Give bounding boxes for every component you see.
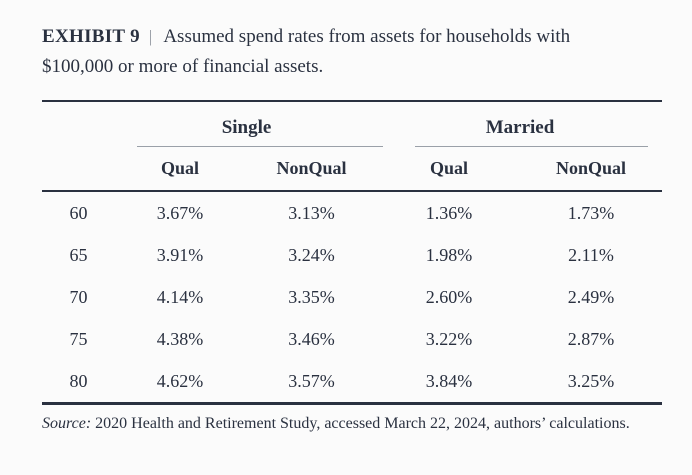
table-row-age-60: 60 3.67% 3.13% 1.36% 1.73% [42, 191, 662, 234]
value-cell: 3.13% [288, 202, 335, 223]
col-header-married-nonqual: NonQual [520, 147, 663, 192]
value-cell: 3.35% [288, 286, 335, 307]
value-cell: 2.49% [567, 286, 615, 307]
group-header-row: Single Married [42, 101, 662, 147]
value-cell: 4.62% [156, 370, 204, 391]
value-cell: 3.22% [425, 328, 473, 349]
single-spanner-rule [137, 145, 383, 147]
value-cell: 3.24% [288, 244, 335, 265]
value-cell: 3.25% [567, 370, 615, 391]
exhibit-description: Assumed spend rates from assets for hous… [42, 26, 571, 77]
table-row-age-80: 80 4.62% 3.57% 3.84% 3.25% [42, 360, 662, 404]
value-cell: 3.46% [288, 328, 335, 349]
source-note: Source: 2020 Health and Retirement Study… [42, 412, 667, 435]
value-cell: 2.11% [568, 244, 614, 265]
sub-header-row: Qual NonQual Qual NonQual [42, 147, 663, 192]
value-cell: 2.60% [425, 286, 473, 307]
age-cell: 65 [69, 244, 88, 265]
value-cell: 4.14% [156, 286, 204, 307]
age-cell: 70 [69, 286, 88, 307]
group-label-single: Single [221, 116, 272, 138]
age-cell: 75 [69, 328, 88, 349]
married-spanner-rule [415, 145, 649, 147]
value-cell: 3.67% [156, 202, 204, 223]
spend-rates-table: Single Married Qual NonQual Qual NonQual… [42, 100, 663, 405]
source-label: Source: [42, 415, 92, 432]
source-text: 2020 Health and Retirement Study, access… [95, 415, 630, 432]
title-pipe-separator: | [148, 27, 153, 46]
col-header-married-qual: Qual [378, 147, 520, 192]
value-cell: 1.98% [425, 244, 473, 265]
exhibit-title: EXHIBIT 9 | Assumed spend rates from asset… [42, 22, 642, 82]
value-cell: 2.87% [567, 328, 615, 349]
value-cell: 3.91% [156, 244, 204, 265]
corner-cell [42, 101, 115, 147]
table-row-age-75: 75 4.38% 3.46% 3.22% 2.87% [42, 318, 662, 360]
col-header-single-nonqual: NonQual [245, 147, 378, 192]
value-cell: 4.38% [156, 328, 204, 349]
col-header-single-qual: Qual [115, 147, 245, 192]
group-label-married: Married [485, 116, 555, 138]
age-cell: 60 [69, 202, 88, 223]
exhibit-page: EXHIBIT 9 | Assumed spend rates from asset… [42, 22, 667, 435]
group-header-married: Married [378, 101, 662, 147]
value-cell: 1.73% [567, 202, 615, 223]
table-row-age-70: 70 4.14% 3.35% 2.60% 2.49% [42, 276, 662, 318]
table-row-age-65: 65 3.91% 3.24% 1.98% 2.11% [42, 234, 662, 276]
corner-cell [42, 147, 115, 192]
group-header-single: Single [115, 101, 383, 147]
value-cell: 3.57% [288, 370, 335, 391]
exhibit-number-label: EXHIBIT 9 [42, 26, 140, 47]
value-cell: 1.36% [425, 202, 473, 223]
age-cell: 80 [69, 370, 88, 391]
value-cell: 3.84% [425, 370, 473, 391]
